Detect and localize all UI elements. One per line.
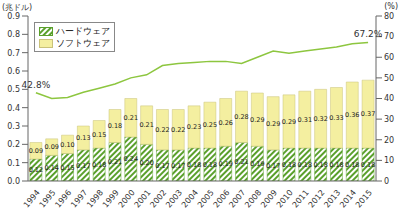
- svg-text:70: 70: [384, 32, 394, 41]
- svg-text:40: 40: [384, 94, 394, 103]
- svg-text:0.09: 0.09: [44, 143, 58, 151]
- svg-text:0.21: 0.21: [234, 158, 248, 166]
- svg-text:0.17: 0.17: [171, 162, 185, 170]
- svg-text:2012: 2012: [307, 188, 327, 209]
- svg-text:0.2: 0.2: [8, 140, 20, 149]
- svg-text:0.37: 0.37: [361, 110, 375, 118]
- svg-text:2006: 2006: [212, 188, 232, 209]
- svg-text:2002: 2002: [148, 188, 168, 209]
- svg-text:0.09: 0.09: [29, 147, 43, 155]
- svg-text:0.3: 0.3: [8, 122, 20, 131]
- svg-text:0.33: 0.33: [329, 114, 343, 122]
- svg-text:0.8: 0.8: [8, 30, 20, 39]
- svg-text:2001: 2001: [133, 188, 153, 209]
- svg-text:0.10: 0.10: [60, 141, 74, 149]
- svg-text:2004: 2004: [180, 188, 200, 209]
- html-text:(兆ドル): (兆ドル): [2, 3, 33, 12]
- svg-text:2008: 2008: [243, 188, 263, 209]
- svg-text:80: 80: [384, 12, 394, 21]
- svg-text:2000: 2000: [117, 188, 137, 209]
- svg-text:0.18: 0.18: [298, 161, 312, 169]
- svg-text:0.14: 0.14: [44, 164, 58, 172]
- svg-text:0.18: 0.18: [329, 161, 343, 169]
- svg-text:1996: 1996: [53, 188, 73, 209]
- svg-text:0.20: 0.20: [139, 159, 153, 167]
- svg-text:0.28: 0.28: [234, 113, 248, 121]
- svg-text:0.7: 0.7: [8, 49, 20, 58]
- html-text:ハードウェア: ハードウェア: [56, 26, 110, 36]
- svg-text:2010: 2010: [275, 188, 295, 209]
- svg-text:0.17: 0.17: [155, 162, 169, 170]
- svg-text:0.36: 0.36: [345, 111, 359, 119]
- svg-text:0.17: 0.17: [266, 162, 280, 170]
- svg-text:0.17: 0.17: [76, 162, 90, 170]
- svg-text:0.31: 0.31: [298, 116, 312, 124]
- svg-text:30: 30: [384, 115, 394, 124]
- svg-text:0.9: 0.9: [8, 12, 20, 21]
- svg-text:10: 10: [384, 156, 394, 165]
- svg-text:0.32: 0.32: [313, 115, 327, 123]
- svg-text:0.18: 0.18: [313, 161, 327, 169]
- svg-text:0.21: 0.21: [124, 114, 138, 122]
- svg-text:0.26: 0.26: [218, 119, 232, 127]
- svg-text:0.29: 0.29: [266, 120, 280, 128]
- svg-text:0.18: 0.18: [203, 161, 217, 169]
- svg-text:1999: 1999: [101, 188, 121, 209]
- svg-text:0.22: 0.22: [155, 126, 169, 134]
- svg-text:2009: 2009: [259, 188, 279, 209]
- svg-text:0.29: 0.29: [282, 118, 296, 126]
- svg-text:50: 50: [384, 74, 394, 83]
- svg-text:0.19: 0.19: [218, 160, 232, 168]
- svg-text:0.13: 0.13: [76, 134, 90, 142]
- svg-text:2013: 2013: [322, 188, 342, 209]
- svg-text:20: 20: [384, 136, 394, 145]
- svg-text:2003: 2003: [164, 188, 184, 209]
- svg-text:0.5: 0.5: [8, 85, 20, 94]
- svg-text:0.18: 0.18: [361, 161, 375, 169]
- svg-text:2014: 2014: [338, 188, 358, 209]
- svg-text:0.18: 0.18: [345, 161, 359, 169]
- svg-text:0.19: 0.19: [250, 160, 264, 168]
- svg-text:0.12: 0.12: [29, 166, 43, 174]
- svg-text:1997: 1997: [69, 188, 89, 209]
- svg-text:0.15: 0.15: [92, 131, 106, 139]
- svg-text:0.29: 0.29: [250, 116, 264, 124]
- svg-text:0.18: 0.18: [108, 122, 122, 130]
- svg-text:0.6: 0.6: [8, 67, 20, 76]
- html-text:ソフトウェア: ソフトウェア: [56, 38, 110, 48]
- svg-text:0.25: 0.25: [203, 121, 217, 129]
- svg-text:0.18: 0.18: [92, 161, 106, 169]
- svg-text:0.24: 0.24: [124, 155, 138, 163]
- svg-text:0.23: 0.23: [187, 123, 201, 131]
- svg-text:1998: 1998: [85, 188, 105, 209]
- svg-text:0.0: 0.0: [8, 177, 20, 186]
- svg-text:42.8%: 42.8%: [22, 80, 51, 90]
- svg-text:0: 0: [384, 177, 389, 186]
- svg-text:0.1: 0.1: [8, 159, 20, 168]
- svg-text:0.15: 0.15: [60, 164, 74, 172]
- svg-text:2005: 2005: [196, 188, 216, 209]
- svg-text:0.21: 0.21: [139, 121, 153, 129]
- svg-text:1995: 1995: [38, 188, 58, 209]
- svg-text:0.18: 0.18: [187, 161, 201, 169]
- svg-text:0.21: 0.21: [108, 158, 122, 166]
- svg-text:1994: 1994: [22, 188, 42, 209]
- svg-text:67.2%: 67.2%: [354, 29, 383, 39]
- svg-text:60: 60: [384, 53, 394, 62]
- svg-text:2015: 2015: [354, 188, 374, 209]
- svg-text:0.4: 0.4: [8, 104, 20, 113]
- svg-text:2011: 2011: [291, 188, 311, 209]
- svg-text:0.18: 0.18: [282, 161, 296, 169]
- svg-text:2007: 2007: [227, 188, 247, 209]
- svg-text:0.22: 0.22: [171, 126, 185, 134]
